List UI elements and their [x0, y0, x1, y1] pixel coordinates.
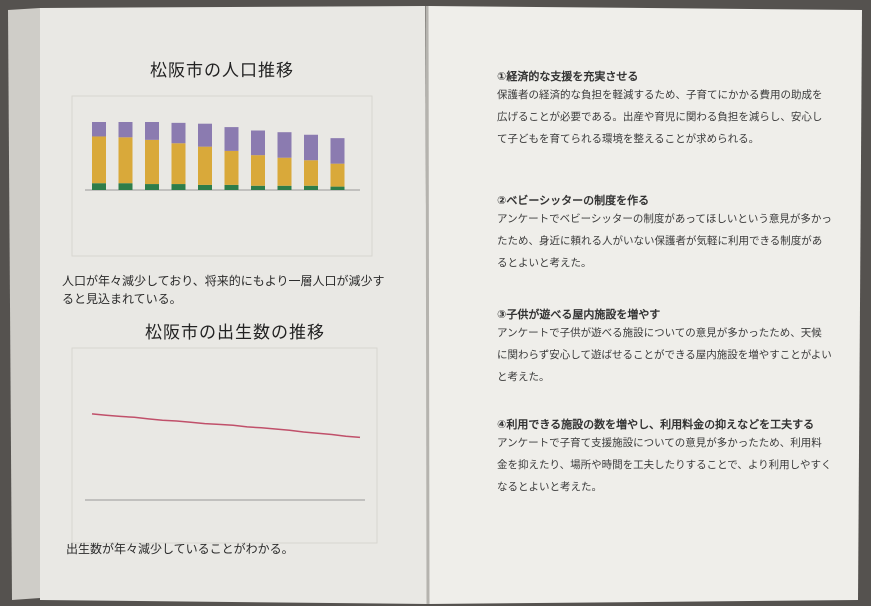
text: 出生数が年々減少していることがわかる。: [66, 540, 396, 558]
bar-segment: [92, 136, 106, 183]
bar-segment: [145, 122, 159, 140]
bar-segment: [251, 131, 265, 156]
bar-segment: [304, 135, 318, 161]
paragraph: 保護者の経済的な負担を軽減するため、子育てにかかる費用の助成を広げることが必要で…: [497, 84, 832, 150]
bar-segment: [172, 143, 186, 184]
bar-segment: [198, 147, 212, 185]
bar-segment: [225, 127, 239, 151]
bar-segment: [145, 140, 159, 184]
bar-segment: [304, 186, 318, 190]
bar-segment: [278, 132, 292, 158]
bar-segment: [278, 158, 292, 186]
bar-segment: [198, 124, 212, 147]
bar-segment: [172, 184, 186, 190]
bar-segment: [331, 138, 345, 164]
spine: [427, 6, 428, 604]
bar-segment: [331, 187, 345, 190]
page-edges: [8, 8, 40, 600]
bar-segment: [92, 122, 106, 136]
bar-segment: [225, 185, 239, 190]
bar-segment: [331, 164, 345, 187]
paragraph: アンケートでベビーシッターの制度があってほしいという意見が多かったため、身近に頼…: [497, 208, 832, 274]
heading: ④利用できる施設の数を増やし、利用料金の抑えなどを工夫する: [497, 416, 814, 432]
paragraph: アンケートで子育て支援施設についての意見が多かったため、利用料金を抑えたり、場所…: [497, 432, 832, 498]
bar-segment: [304, 160, 318, 186]
bar-segment: [251, 186, 265, 190]
bar-segment: [119, 137, 133, 183]
bar-segment: [198, 185, 212, 190]
heading: ③子供が遊べる屋内施設を増やす: [497, 306, 660, 322]
bar-segment: [119, 122, 133, 137]
heading: ①経済的な支援を充実させる: [497, 68, 638, 84]
bar-segment: [278, 186, 292, 190]
bar-segment: [92, 183, 106, 190]
bar-segment: [225, 151, 239, 185]
page: 松阪市の人口推移 人口が年々減少しており、将来的にもより一層人口が減少すると見込…: [0, 0, 871, 606]
title: 松阪市の人口推移: [150, 56, 294, 81]
bar-segment: [172, 123, 186, 143]
bar-segment: [145, 184, 159, 190]
bar-segment: [251, 155, 265, 186]
heading: ②ベビーシッターの制度を作る: [497, 192, 649, 208]
title: 松阪市の出生数の推移: [145, 318, 325, 343]
bar-segment: [119, 183, 133, 190]
paragraph: アンケートで子供が遊べる施設についての意見が多かったため、天候に関わらず安心して…: [497, 322, 832, 388]
text: 人口が年々減少しており、将来的にもより一層人口が減少すると見込まれている。: [62, 272, 392, 308]
